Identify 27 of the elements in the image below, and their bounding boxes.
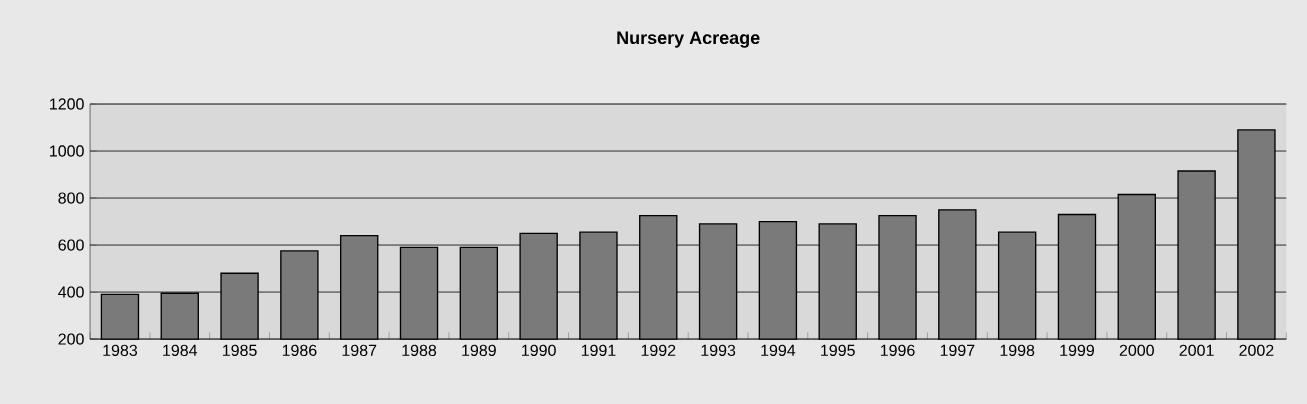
chart-title: Nursery Acreage (617, 31, 760, 48)
x-tick-label: 1998 (1000, 344, 1035, 356)
y-tick-label: 600 (58, 239, 84, 251)
x-tick-label: 1995 (821, 344, 855, 356)
y-tick-label: 1200 (50, 98, 84, 110)
x-tick-label: 1985 (222, 344, 257, 356)
x-tick-label: 1990 (522, 344, 556, 356)
y-tick-label: 1000 (50, 145, 84, 157)
y-tick-label: 400 (58, 286, 84, 298)
x-tick-label: 2000 (1119, 344, 1154, 356)
x-tick-label: 1996 (880, 344, 915, 356)
y-tick-label: 200 (58, 333, 84, 345)
x-tick-label: 1999 (1060, 344, 1094, 356)
x-tick-label: 1994 (761, 344, 796, 356)
x-tick-label: 1989 (462, 344, 496, 356)
x-tick-label: 1988 (402, 344, 437, 356)
x-tick-label: 1984 (163, 344, 198, 356)
x-tick-label: 1992 (641, 344, 676, 356)
x-tick-label: 2002 (1239, 344, 1274, 356)
x-tick-label: 1997 (940, 344, 975, 356)
x-tick-label: 1983 (103, 344, 138, 356)
y-tick-label: 800 (58, 192, 84, 204)
x-tick-label: 1993 (701, 344, 736, 356)
x-tick-label: 1991 (581, 344, 616, 356)
x-tick-label: 1987 (342, 344, 377, 356)
x-tick-label: 1986 (282, 344, 317, 356)
x-tick-label: 2001 (1179, 344, 1214, 356)
